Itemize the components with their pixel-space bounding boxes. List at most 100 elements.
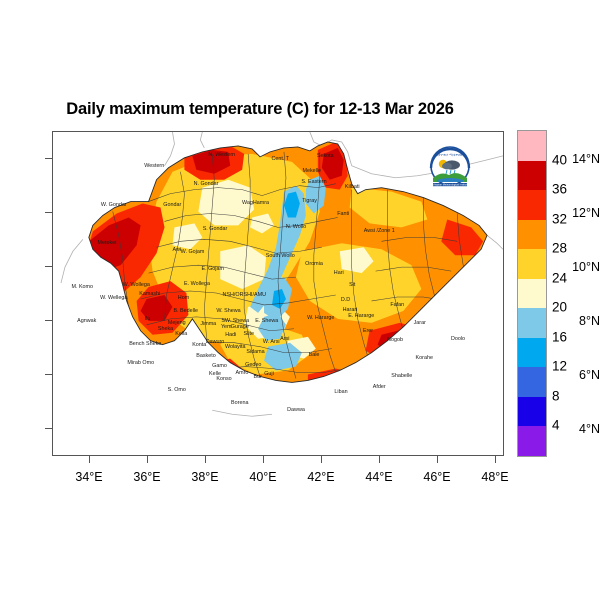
zone-label: Doolo xyxy=(450,335,466,342)
x-tick-label: 42°E xyxy=(307,470,335,484)
x-tick-label: 34°E xyxy=(75,470,103,484)
zone-label: Kella xyxy=(175,330,188,337)
zone-label: South Wollo xyxy=(265,253,295,260)
zone-label: Ilu xyxy=(144,316,151,323)
zone-label: Gedeo xyxy=(245,361,262,368)
colorbar-band xyxy=(518,160,546,191)
zone-label: Gondar xyxy=(163,201,182,208)
colorbar-band xyxy=(518,249,546,279)
colorbar-band xyxy=(518,219,546,250)
zone-label: Kamashi xyxy=(139,290,161,297)
zone-label: W. Gojam xyxy=(180,248,205,255)
temperature-contour-map xyxy=(60,132,503,417)
zone-label: E. Wollega xyxy=(184,280,210,287)
map-plot-area: Western N. Western Cent. T Sekota W. Gondar N… xyxy=(52,131,504,456)
zone-label: Bur xyxy=(253,374,262,381)
zone-label: Afder xyxy=(372,384,386,391)
x-tick-mark xyxy=(321,456,323,463)
colorbar-tick-label: 24 xyxy=(552,270,568,286)
x-tick-label: 46°E xyxy=(423,470,451,484)
zone-label: Sit xyxy=(349,282,356,289)
zone-label: Agnwak xyxy=(77,317,97,324)
y-tick-label: 14°N xyxy=(572,152,600,166)
zone-label: Basketo xyxy=(196,353,216,360)
zone-label: Borena xyxy=(231,400,249,407)
zone-label: Wolayita xyxy=(224,343,246,350)
zone-label: Konso xyxy=(216,376,232,383)
colorbar-band xyxy=(518,131,546,161)
zone-label: W. Hararge xyxy=(307,314,335,321)
colorbar-band xyxy=(518,396,546,427)
colorbar-tick-label: 20 xyxy=(552,299,568,315)
y-tick-label: 4°N xyxy=(579,422,600,436)
colorbar-tick-label: 8 xyxy=(552,388,560,404)
ethiopia-country-outline xyxy=(88,141,488,383)
zone-label: Guji xyxy=(264,371,274,378)
zone-label: Bench Sheko xyxy=(129,340,162,347)
zone-label: Arsi xyxy=(280,335,290,342)
zone-label: Fanti xyxy=(337,211,350,218)
x-tick-mark xyxy=(205,456,207,463)
zone-label: Bale xyxy=(308,351,320,358)
y-tick-label: 8°N xyxy=(579,314,600,328)
logo-emblem: የኢትዮጵያ ሚቲዎሮሎጂ Ethiopian Meteorological I… xyxy=(429,146,471,187)
x-tick-label: 44°E xyxy=(365,470,393,484)
zone-label: Nogob xyxy=(387,337,403,344)
colorbar-tick-label: 12 xyxy=(552,358,568,374)
x-tick-label: 36°E xyxy=(133,470,161,484)
zone-label: W. Gondar xyxy=(100,201,127,208)
zone-label: Mejeng xyxy=(167,319,186,326)
page-title: Daily maximum temperature (C) for 12-13 … xyxy=(66,100,454,118)
x-tick-label: 38°E xyxy=(191,470,219,484)
zone-label: N. Gondar xyxy=(193,180,219,187)
zone-label: Erer xyxy=(362,327,374,334)
zone-label: Jarar xyxy=(413,319,426,326)
y-tick-label: 10°N xyxy=(572,260,600,274)
zone-label: Amro xyxy=(235,369,249,376)
zone-label: Gurage xyxy=(230,324,249,331)
zone-label: S. Gondar xyxy=(202,225,228,232)
zone-label: Fafan xyxy=(390,301,405,308)
colorbar-band xyxy=(518,190,546,220)
zone-label: W. Arsi xyxy=(262,338,280,345)
x-tick-mark xyxy=(89,456,91,463)
y-tick-mark xyxy=(45,320,52,322)
zone-label: W. Wellega xyxy=(100,295,128,302)
zone-label: Yem xyxy=(220,324,232,331)
zone-label: Shabelle xyxy=(391,372,413,379)
x-tick-label: 48°E xyxy=(481,470,509,484)
zone-label: Sidama xyxy=(246,348,265,355)
zone-label: E. Shewa xyxy=(255,317,279,324)
zone-label: W. Shewa xyxy=(216,308,241,315)
zone-label: SW. Shewa xyxy=(221,317,250,324)
colorbar xyxy=(517,130,547,457)
zone-label: Harari xyxy=(342,306,358,313)
zone-label: Metekel xyxy=(97,240,117,247)
x-tick-label: 40°E xyxy=(249,470,277,484)
x-tick-mark xyxy=(495,456,497,463)
zone-label: NSH/ORSHI/AMU xyxy=(222,292,266,299)
colorbar-tick-label: 28 xyxy=(552,240,568,256)
colorbar-band xyxy=(518,308,546,338)
y-tick-label: 12°N xyxy=(572,206,600,220)
y-tick-mark xyxy=(45,158,52,160)
y-tick-mark xyxy=(45,428,52,430)
svg-text:የኢትዮጵያ ሚቲዎሮሎጂ: የኢትዮጵያ ሚቲዎሮሎጂ xyxy=(434,153,466,157)
zone-label: Jimma xyxy=(200,321,217,328)
zone-label: N. Wollo xyxy=(285,224,307,231)
zone-label: E. Hararge xyxy=(348,313,375,320)
zone-label: Hadi xyxy=(225,332,237,339)
y-tick-mark xyxy=(45,266,52,268)
zone-label: Awsi /Zone 1 xyxy=(363,227,395,234)
zone-label: E. Gojam xyxy=(201,266,224,273)
zone-label: Korahe xyxy=(415,355,433,362)
zone-label: Sekota xyxy=(316,153,334,160)
colorbar-tick-label: 40 xyxy=(552,152,568,168)
zone-label: Silte xyxy=(243,330,255,337)
x-tick-mark xyxy=(437,456,439,463)
colorbar-band xyxy=(518,367,546,397)
zone-label: M. Komo xyxy=(71,284,94,291)
zone-label: Liban xyxy=(334,389,348,395)
colorbar-band xyxy=(518,426,546,456)
neighbour-country-borders xyxy=(60,132,503,417)
